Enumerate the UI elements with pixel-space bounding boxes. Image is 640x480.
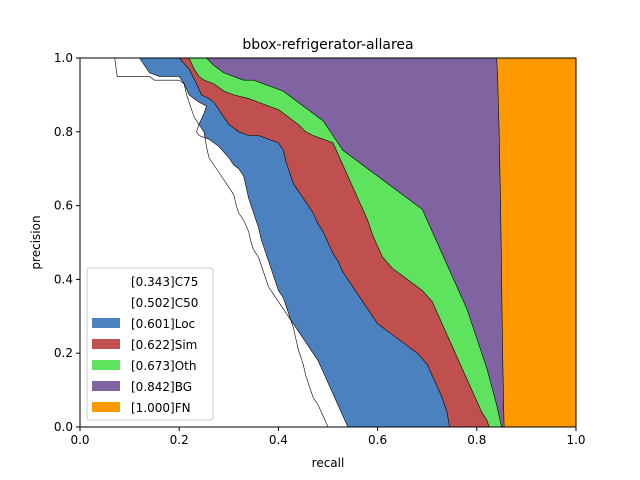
x-tick-label: 0.4 — [269, 433, 288, 447]
legend-label-c75: [0.343]C75 — [131, 275, 198, 289]
y-tick-label: 1.0 — [54, 51, 73, 65]
legend-swatch-c50 — [92, 297, 120, 307]
x-tick-label: 0.6 — [368, 433, 387, 447]
legend-swatch-bg — [92, 381, 120, 391]
legend-label-sim: [0.622]Sim — [131, 338, 197, 352]
y-tick-label: 0.4 — [54, 272, 73, 286]
legend-swatch-c75 — [92, 276, 120, 286]
y-tick-label: 0.2 — [54, 346, 73, 360]
legend-label-bg: [0.842]BG — [131, 380, 192, 394]
x-tick-label: 1.0 — [566, 433, 585, 447]
y-axis-ticks: 0.0 0.2 0.4 0.6 0.8 1.0 — [54, 51, 80, 434]
legend-items: [0.343]C75 [0.502]C50 [0.601]Loc [0.622]Sim… — [92, 275, 198, 415]
outline-bg — [80, 57, 505, 428]
legend-label-fn: [1.000]FN — [131, 401, 191, 415]
legend-label-loc: [0.601]Loc — [131, 317, 195, 331]
outline-c75 — [80, 57, 329, 428]
chart-title: bbox-refrigerator-allarea — [242, 37, 413, 53]
x-tick-label: 0.8 — [467, 433, 486, 447]
x-tick-label: 0.2 — [170, 433, 189, 447]
legend-swatch-sim — [92, 339, 120, 349]
x-axis-ticks: 0.0 0.2 0.4 0.6 0.8 1.0 — [70, 427, 586, 447]
legend-swatch-oth — [92, 360, 120, 370]
outline-oth — [80, 57, 502, 428]
legend-swatch-fn — [92, 402, 120, 412]
y-axis-label: precision — [29, 215, 43, 269]
y-tick-label: 0.6 — [54, 199, 73, 213]
legend-swatch-loc — [92, 318, 120, 328]
legend: [0.343]C75 [0.502]C50 [0.601]Loc [0.622]Sim… — [86, 267, 214, 421]
outline-sim — [80, 57, 490, 428]
legend-label-oth: [0.673]Oth — [131, 359, 196, 373]
x-tick-label: 0.0 — [70, 433, 89, 447]
outline-loc — [80, 57, 450, 428]
x-axis-label: recall — [312, 456, 345, 470]
plot-frame — [79, 57, 577, 428]
y-tick-label: 0.0 — [54, 420, 73, 434]
outline-c50 — [80, 57, 349, 428]
y-tick-label: 0.8 — [54, 125, 73, 139]
legend-label-c50: [0.502]C50 — [131, 296, 198, 310]
area-outlines — [80, 57, 577, 428]
